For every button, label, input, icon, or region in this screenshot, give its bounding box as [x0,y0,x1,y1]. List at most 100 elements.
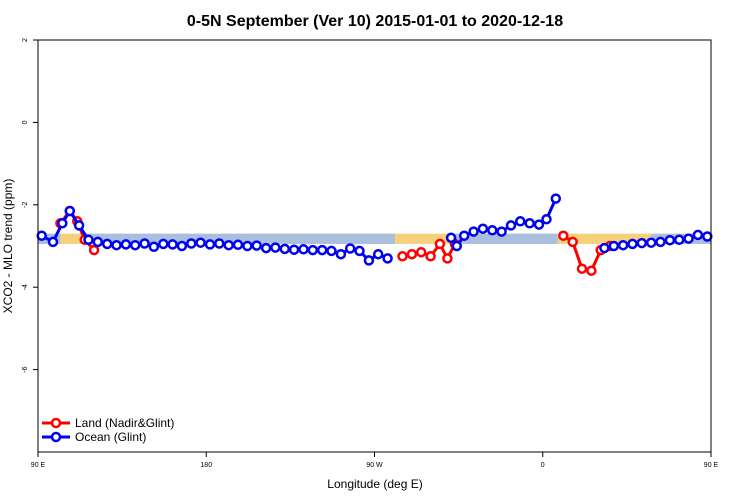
x-tick-label-4: 90 E [704,462,719,469]
ocean-point-0-13 [158,238,169,250]
land-point-1-4 [434,238,446,250]
band-segment-4 [453,233,558,244]
land-point-1-1 [406,248,418,260]
legend-ocean-label: Ocean (Glint) [75,430,146,444]
ocean-point-0-14 [167,239,178,250]
ocean-point-1-7 [505,220,517,231]
land-point-1-2 [415,246,427,258]
ocean-point-0-22 [242,240,253,252]
ocean-point-1-2 [458,230,470,241]
ocean-point-0-3 [64,205,76,217]
x-axis: 90 E 180 90 W 0 90 E [31,452,719,469]
ocean-point-0-36 [372,248,384,260]
ocean-point-0-26 [279,243,291,255]
ocean-point-0-37 [382,253,393,264]
x-tick-label-1: 180 [200,462,212,469]
ocean-point-0-31 [326,245,337,257]
ocean-point-2-11 [702,231,713,242]
ocean-point-0-17 [195,237,206,248]
ocean-point-0-16 [186,238,197,249]
ocean-point-1-10 [533,219,545,230]
ocean-point-0-8 [111,239,122,251]
y-axis-label: XCO2 - MLO trend (ppm) [1,179,15,314]
ocean-point-1-1 [451,240,463,252]
ocean-point-1-5 [487,225,498,236]
ocean-point-0-21 [232,239,244,251]
land-point-0-4 [88,244,100,256]
ocean-point-0-25 [270,242,281,253]
ocean-point-2-3 [627,238,638,250]
ocean-point-0-9 [120,239,132,250]
y-tick-label-3: -4 [22,284,29,290]
ocean-point-1-4 [477,223,489,234]
land-point-2-2 [576,263,588,274]
land-point-1-0 [397,251,408,262]
ocean-point-0-4 [73,220,85,231]
ocean-point-2-9 [683,233,694,244]
chart-title: 0-5N September (Ver 10) 2015-01-01 to 20… [187,13,563,30]
ocean-point-0-5 [83,234,94,246]
land-point-2-3 [586,265,597,276]
ocean-point-1-6 [496,226,507,237]
y-tick-label-1: 0 [22,120,29,124]
x-tick-label-3: 0 [541,462,545,469]
ocean-point-0-19 [214,238,225,249]
x-axis-label: Longitude (deg E) [327,477,422,491]
ocean-point-1-12 [550,193,562,204]
ocean-point-0-2 [57,218,68,229]
y-tick-label-4: -6 [22,366,29,372]
ocean-point-0-12 [148,241,160,253]
land-point-1-5 [442,253,453,264]
ocean-point-2-4 [636,237,648,249]
legend-land-marker [50,417,62,429]
ocean-point-2-0 [599,242,610,254]
ocean-point-0-32 [335,248,347,260]
ocean-point-2-10 [692,229,704,241]
ocean-point-2-7 [664,234,676,246]
band-segment-5 [557,233,652,244]
land-point-2-1 [567,236,578,248]
ocean-point-2-6 [655,236,666,248]
ocean-point-1-8 [515,216,526,227]
ocean-point-0-18 [204,239,216,250]
ocean-point-1-3 [468,226,479,237]
ocean-point-0-35 [363,255,375,266]
land-point-2-0 [558,230,569,241]
ocean-point-1-0 [445,232,457,244]
ocean-point-1-9 [524,218,535,229]
ocean-point-0-0 [36,230,47,241]
x-tick-label-0: 90 E [31,462,46,469]
ocean-point-0-7 [101,238,113,250]
y-tick-label-0: 2 [22,38,29,42]
land-point-1-3 [425,251,436,262]
ocean-point-1-11 [541,213,552,225]
ocean-point-0-10 [129,239,141,251]
legend: Land (Nadir&Glint)Ocean (Glint) [42,416,174,444]
ocean-point-0-34 [354,245,365,257]
ocean-point-0-20 [223,239,234,251]
band-segment-1 [60,233,83,244]
y-axis: 2 0 -2 -4 -6 [22,38,38,373]
series-layer [36,193,713,276]
ocean-point-0-30 [316,244,328,256]
x-tick-label-2: 90 W [366,462,383,469]
band-segment-2 [82,233,396,244]
ocean-point-0-6 [92,236,104,248]
ocean-point-0-1 [47,236,59,248]
ocean-point-0-11 [139,238,150,249]
legend-land-label: Land (Nadir&Glint) [75,416,174,430]
ocean-point-0-23 [251,240,262,251]
ocean-point-2-1 [608,240,620,252]
ocean-point-0-27 [288,244,300,255]
ocean-point-0-28 [298,244,309,255]
ocean-point-2-5 [645,237,657,248]
ocean-point-0-29 [307,244,319,256]
ocean-point-0-33 [344,243,356,254]
band-segment-3 [395,233,454,244]
legend-ocean-marker [50,431,62,443]
ocean-point-2-8 [673,234,685,246]
ocean-point-0-15 [176,240,188,252]
ocean-point-2-2 [617,239,629,251]
ocean-point-0-24 [260,242,272,254]
